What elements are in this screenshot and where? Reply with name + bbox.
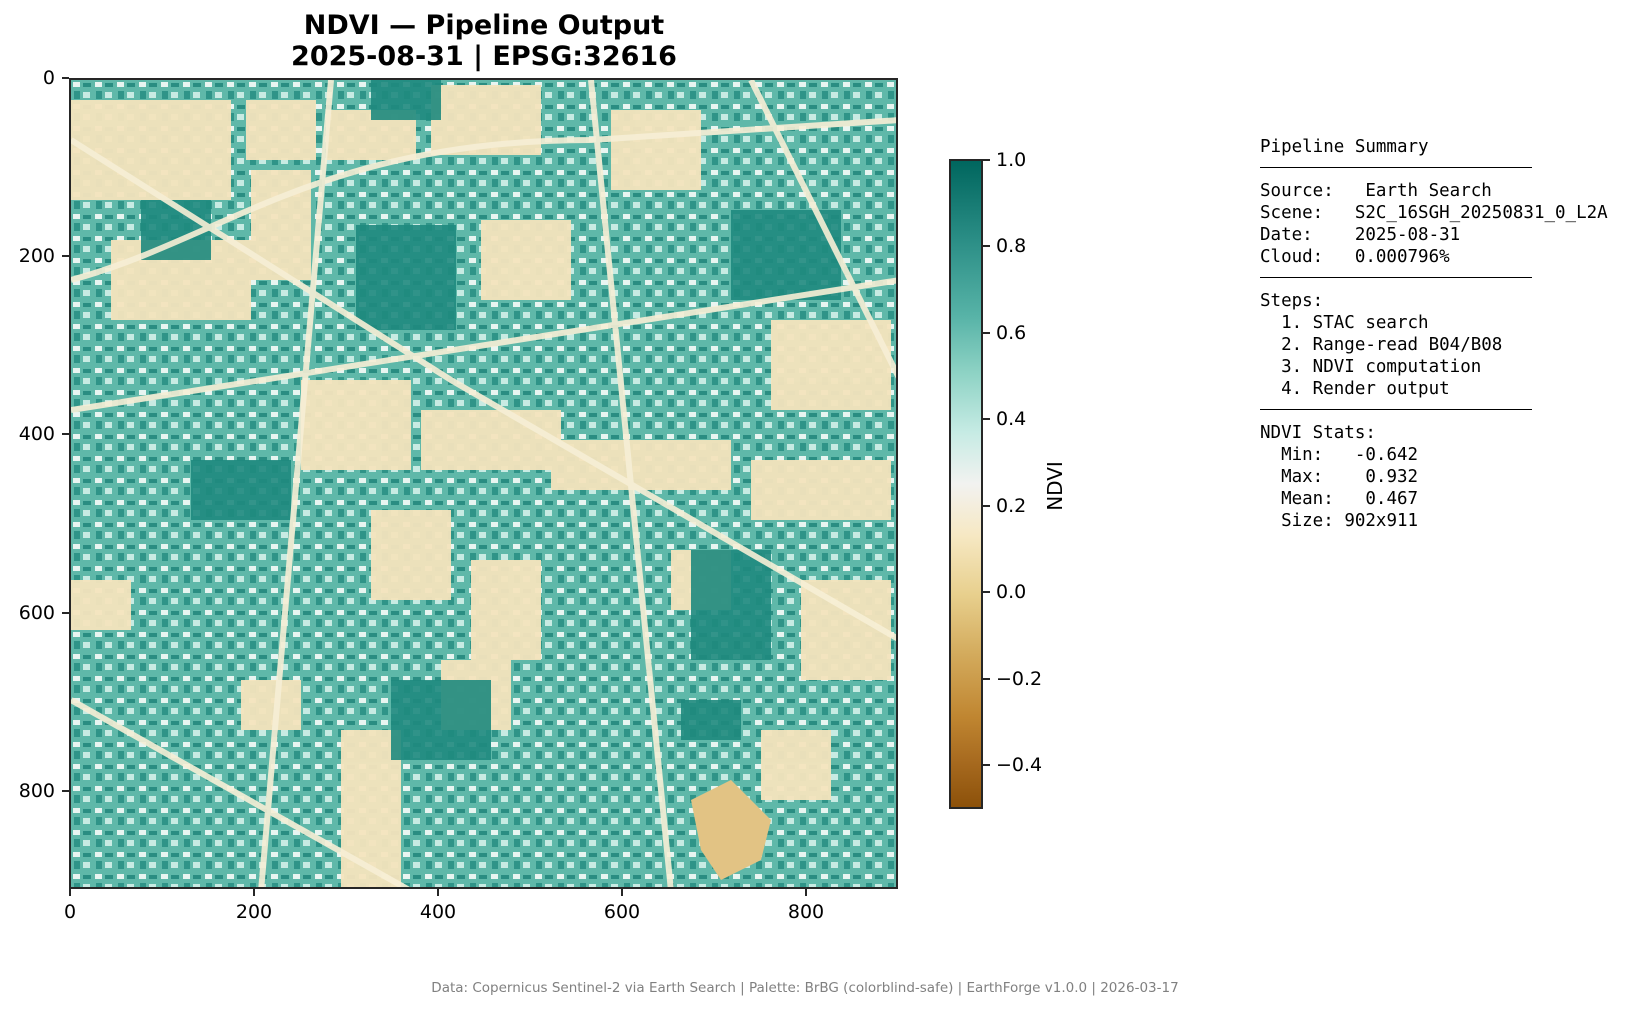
steps-heading: Steps:	[1260, 291, 1324, 311]
summary-scene-row: Scene: S2C_16SGH_20250831_0_L2A	[1260, 203, 1608, 223]
step-item: 3. NDVI computation	[1281, 357, 1482, 377]
step-item: 2. Range-read B04/B08	[1281, 335, 1503, 355]
x-tick	[437, 889, 439, 896]
y-tick-label: 800	[18, 780, 55, 802]
colorbar-tick	[983, 764, 990, 766]
x-tick-label: 600	[603, 901, 641, 923]
colorbar-label: NDVI	[1043, 461, 1067, 511]
y-tick	[62, 790, 69, 792]
colorbar-tick	[983, 505, 990, 507]
colorbar-tick-label: −0.4	[996, 754, 1043, 776]
y-tick	[62, 255, 69, 257]
stat-mean-row: Mean: 0.467	[1281, 489, 1419, 509]
colorbar-tick-label: 0.2	[996, 495, 1027, 517]
y-tick	[62, 612, 69, 614]
colorbar-tick	[983, 332, 990, 334]
colorbar-tick-label: 0.0	[996, 581, 1027, 603]
step-item: 1. STAC search	[1281, 313, 1429, 333]
summary-date-row: Date: 2025-08-31	[1260, 225, 1461, 245]
step-item: 4. Render output	[1281, 379, 1450, 399]
x-tick	[621, 889, 623, 896]
stat-max-row: Max: 0.932	[1281, 467, 1419, 487]
y-tick-label: 400	[18, 423, 55, 445]
chart-title-line-2: 2025-08-31 | EPSG:32616	[291, 41, 677, 72]
stat-min-row: Min: -0.642	[1281, 445, 1419, 465]
y-tick-label: 600	[18, 602, 55, 624]
divider	[1260, 277, 1532, 278]
ndvi-raster-axes	[69, 78, 898, 889]
data-attribution-footer: Data: Copernicus Sentinel-2 via Earth Se…	[431, 980, 1179, 996]
y-tick-label: 200	[18, 245, 55, 267]
pipeline-summary-panel: Pipeline Summary Source: Earth Search Scen…	[1260, 114, 1608, 554]
x-tick-label: 200	[235, 901, 273, 923]
colorbar-tick	[983, 245, 990, 247]
x-tick	[805, 889, 807, 896]
summary-heading: Pipeline Summary	[1260, 137, 1429, 157]
colorbar-tick	[983, 418, 990, 420]
y-tick-label: 0	[42, 67, 55, 89]
y-tick	[62, 433, 69, 435]
colorbar-tick-label: 0.4	[996, 408, 1027, 430]
divider	[1260, 167, 1532, 168]
colorbar-tick-label: 0.6	[996, 322, 1027, 344]
stats-heading: NDVI Stats:	[1260, 423, 1376, 443]
colorbar-tick-label: −0.2	[996, 668, 1043, 690]
colorbar-tick	[983, 591, 990, 593]
summary-cloud-row: Cloud: 0.000796%	[1260, 247, 1450, 267]
x-tick	[69, 889, 71, 896]
y-tick	[62, 77, 69, 79]
ndvi-colorbar	[949, 159, 983, 809]
ndvi-raster-image	[71, 80, 896, 887]
colorbar-tick	[983, 159, 990, 161]
colorbar-tick	[983, 678, 990, 680]
x-tick-label: 800	[787, 901, 825, 923]
x-tick	[253, 889, 255, 896]
chart-title-line-1: NDVI — Pipeline Output	[303, 10, 665, 41]
stat-size-row: Size: 902x911	[1281, 511, 1419, 531]
colorbar-tick-label: 0.8	[996, 235, 1027, 257]
divider	[1260, 409, 1532, 410]
summary-source-row: Source: Earth Search	[1260, 181, 1492, 201]
x-tick-label: 400	[419, 901, 457, 923]
x-tick-label: 0	[63, 901, 77, 923]
colorbar-tick-label: 1.0	[996, 149, 1027, 171]
